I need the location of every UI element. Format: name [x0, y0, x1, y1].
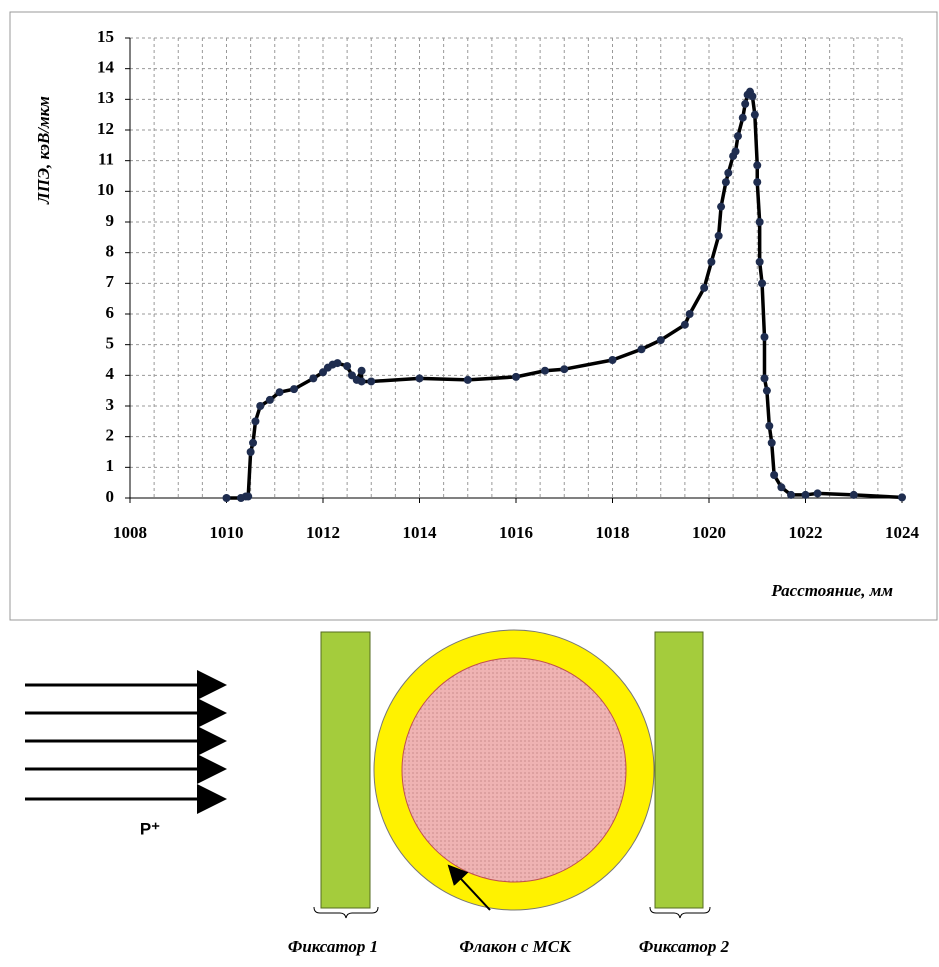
fixator-1 [321, 632, 370, 908]
data-point [657, 336, 665, 344]
data-point [768, 439, 776, 447]
y-tick-label: 13 [97, 88, 114, 107]
vial-inner [402, 658, 626, 882]
data-point [367, 377, 375, 385]
data-point [637, 345, 645, 353]
vial-label: Флакон с МСК [459, 937, 572, 956]
x-tick-label: 1012 [306, 523, 340, 542]
data-point [722, 178, 730, 186]
fixator-2 [655, 632, 703, 908]
beam-arrows [25, 685, 224, 799]
x-tick-label: 1022 [789, 523, 823, 542]
data-point [760, 374, 768, 382]
y-tick-label: 6 [106, 303, 115, 322]
data-point [765, 422, 773, 430]
diagram: P⁺ Фиксатор 1 Флакон с МСК Фиксатор 2 [25, 630, 730, 956]
fixator-1-label: Фиксатор 1 [288, 937, 378, 956]
brace-1 [314, 907, 378, 918]
x-tick-label: 1016 [499, 523, 533, 542]
data-point [850, 491, 858, 499]
data-point [244, 492, 252, 500]
y-tick-label: 5 [106, 334, 115, 353]
data-point [251, 417, 259, 425]
brace-2 [650, 907, 710, 918]
data-point [760, 333, 768, 341]
data-point [802, 491, 810, 499]
y-tick-label: 7 [106, 272, 115, 291]
y-tick-label: 9 [106, 211, 115, 230]
data-point [309, 374, 317, 382]
data-point [560, 365, 568, 373]
y-tick-label: 2 [106, 426, 115, 445]
data-point [898, 493, 906, 501]
x-axis-label: Расстояние, мм [770, 581, 893, 600]
data-point [724, 169, 732, 177]
x-tick-label: 1014 [403, 523, 438, 542]
data-point [223, 494, 231, 502]
data-point [748, 92, 756, 100]
data-point [717, 203, 725, 211]
y-tick-label: 11 [98, 150, 114, 169]
y-tick-label: 12 [97, 119, 114, 138]
data-point [756, 218, 764, 226]
data-point [681, 321, 689, 329]
x-tick-label: 1024 [885, 523, 920, 542]
data-point [753, 178, 761, 186]
data-point [247, 448, 255, 456]
fixator-2-label: Фиксатор 2 [639, 937, 730, 956]
data-point [741, 100, 749, 108]
data-point [751, 111, 759, 119]
data-point [770, 471, 778, 479]
data-point [464, 376, 472, 384]
data-point [777, 483, 785, 491]
data-point [707, 258, 715, 266]
data-point [249, 439, 257, 447]
x-tick-label: 1020 [692, 523, 726, 542]
y-tick-label: 8 [106, 242, 115, 261]
data-point [758, 279, 766, 287]
data-point [541, 367, 549, 375]
data-point [333, 359, 341, 367]
data-point [715, 232, 723, 240]
data-point [266, 396, 274, 404]
data-point [763, 387, 771, 395]
beam-label: P⁺ [140, 819, 160, 838]
x-tick-label: 1008 [113, 523, 147, 542]
y-tick-label: 0 [106, 487, 115, 506]
y-tick-label: 3 [106, 395, 115, 414]
data-point [512, 373, 520, 381]
data-point [256, 402, 264, 410]
data-point [814, 489, 822, 497]
page: 0123456789101112131415100810101012101410… [0, 0, 939, 962]
y-tick-label: 14 [97, 58, 115, 77]
data-point [700, 284, 708, 292]
data-point [739, 114, 747, 122]
data-point [290, 385, 298, 393]
data-point [416, 374, 424, 382]
y-tick-label: 15 [97, 27, 114, 46]
data-point [609, 356, 617, 364]
data-point [734, 132, 742, 140]
y-axis-label: ЛПЭ, кэВ/мкм [34, 96, 53, 205]
data-point [756, 258, 764, 266]
data-point [358, 377, 366, 385]
data-point [753, 161, 761, 169]
data-point [358, 367, 366, 375]
x-tick-label: 1018 [596, 523, 630, 542]
data-point [276, 388, 284, 396]
data-point [686, 310, 694, 318]
y-tick-label: 1 [106, 456, 115, 475]
data-point [343, 362, 351, 370]
y-tick-label: 4 [106, 364, 115, 383]
data-point [732, 147, 740, 155]
data-point [787, 491, 795, 499]
x-tick-label: 1010 [210, 523, 244, 542]
y-tick-label: 10 [97, 180, 114, 199]
